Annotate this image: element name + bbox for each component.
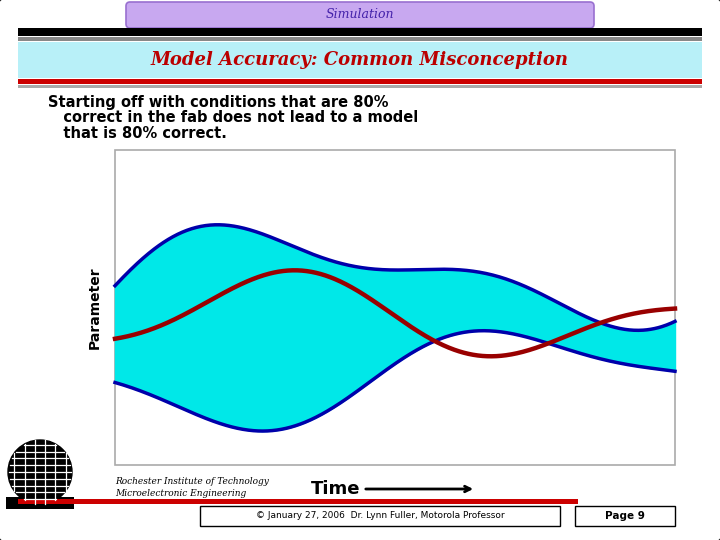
Bar: [18, 42, 702, 78]
Bar: [115, 150, 675, 465]
Text: Starting off with conditions that are 80%: Starting off with conditions that are 80…: [48, 96, 389, 111]
Text: Parameter: Parameter: [88, 266, 102, 349]
Text: © January 27, 2006  Dr. Lynn Fuller, Motorola Professor: © January 27, 2006 Dr. Lynn Fuller, Moto…: [256, 511, 504, 521]
Bar: [18, 37, 702, 41]
Bar: [6, 497, 74, 509]
Text: correct in the fab does not lead to a model: correct in the fab does not lead to a mo…: [48, 111, 418, 125]
Text: Microelectronic Engineering: Microelectronic Engineering: [115, 489, 246, 498]
Bar: [575, 506, 675, 526]
Text: Rochester Institute of Technology: Rochester Institute of Technology: [115, 477, 269, 487]
Text: Simulation: Simulation: [325, 9, 395, 22]
Bar: [18, 28, 702, 36]
Text: Time: Time: [311, 480, 361, 498]
Bar: [18, 79, 702, 84]
Text: Model Accuracy: Common Misconception: Model Accuracy: Common Misconception: [151, 51, 569, 69]
Bar: [18, 85, 702, 88]
FancyBboxPatch shape: [126, 2, 594, 28]
Text: that is 80% correct.: that is 80% correct.: [48, 125, 227, 140]
Text: Page 9: Page 9: [605, 511, 645, 521]
Bar: [18, 499, 578, 504]
Circle shape: [8, 440, 72, 504]
Bar: [200, 506, 560, 526]
